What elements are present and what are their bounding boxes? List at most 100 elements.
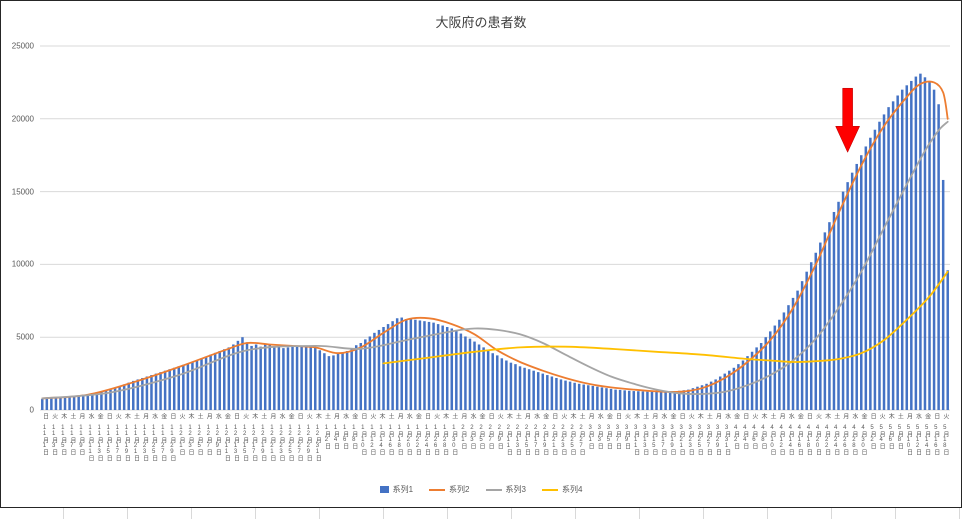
legend-line-marker (429, 488, 446, 491)
spreadsheet-cells-strip (0, 508, 962, 519)
line-series-3 (41, 120, 949, 400)
x-axis-tick: 日 5月2日 (868, 413, 877, 483)
x-axis-label: 金 2月5日 (478, 413, 485, 449)
x-axis-label: 水 4月14日 (787, 413, 794, 455)
x-axis-tick: 水 2月17日 (531, 413, 540, 483)
x-axis-tick: 金 5月14日 (922, 413, 931, 483)
x-axis-tick: 水 11月11日 (85, 413, 94, 483)
x-axis-label: 土 2月27日 (578, 413, 585, 455)
x-axis-label: 木 3月11日 (632, 413, 639, 455)
x-axis-tick: 土 12月5日 (195, 413, 204, 483)
x-axis-label: 日 11月29日 (168, 413, 175, 461)
x-axis-tick: 土 4月24日 (831, 413, 840, 483)
x-axis-tick: 木 2月11日 (504, 413, 513, 483)
bar-series (41, 73, 949, 411)
x-axis-tick: 木 12月31日 (313, 413, 322, 483)
x-axis-tick: 火 11月3日 (49, 413, 58, 483)
x-axis-label: 月 11月9日 (77, 413, 84, 455)
chart-title: 大阪府の患者数 (435, 15, 527, 30)
x-axis-label: 土 1月2日 (323, 413, 330, 449)
x-axis-tick: 土 1月2日 (322, 413, 331, 483)
x-axis-tick: 水 1月6日 (340, 413, 349, 483)
x-axis-tick: 金 12月25日 (286, 413, 295, 483)
x-axis-label: 日 3月7日 (614, 413, 621, 449)
x-axis-tick: 金 11月27日 (158, 413, 167, 483)
x-axis-tick: 水 4月28日 (849, 413, 858, 483)
x-axis-label: 金 4月16日 (796, 413, 803, 455)
x-axis-label: 木 2月25日 (568, 413, 575, 455)
x-axis-tick: 土 4月10日 (768, 413, 777, 483)
x-axis-tick: 木 3月11日 (631, 413, 640, 483)
x-axis-label: 月 4月26日 (841, 413, 848, 455)
x-axis-tick: 月 2月1日 (458, 413, 467, 483)
x-axis-tick: 水 11月25日 (149, 413, 158, 483)
x-axis-tick: 月 4月26日 (840, 413, 849, 483)
x-axis-label: 水 11月11日 (87, 413, 94, 461)
x-axis-label: 土 12月19日 (259, 413, 266, 461)
x-axis-tick: 木 5月6日 (886, 413, 895, 483)
x-axis-tick: 木 4月8日 (758, 413, 767, 483)
x-axis-label: 火 2月23日 (559, 413, 566, 455)
x-axis: 日 11月1日火 11月3日木 11月5日土 11月7日月 11月9日水 11月… (40, 413, 950, 483)
x-axis-tick: 土 2月27日 (577, 413, 586, 483)
x-axis-label: 月 2月15日 (523, 413, 530, 455)
x-axis-label: 木 11月19日 (123, 413, 130, 461)
x-axis-label: 水 1月20日 (405, 413, 412, 455)
x-axis-label: 水 3月31日 (723, 413, 730, 455)
x-axis-tick: 水 12月23日 (276, 413, 285, 483)
x-axis-tick: 月 3月15日 (649, 413, 658, 483)
x-axis-tick: 月 2月15日 (522, 413, 531, 483)
x-axis-label: 日 3月21日 (678, 413, 685, 455)
x-axis-label: 水 3月3日 (596, 413, 603, 449)
x-axis-tick: 木 12月3日 (186, 413, 195, 483)
x-axis-label: 月 5月10日 (905, 413, 912, 455)
x-axis-tick: 日 11月1日 (40, 413, 49, 483)
x-axis-tick: 日 2月7日 (486, 413, 495, 483)
x-axis-tick: 土 3月27日 (704, 413, 713, 483)
legend-item-2: 系列2 (429, 484, 470, 495)
x-axis-tick: 日 12月13日 (231, 413, 240, 483)
plot-area (40, 45, 950, 411)
x-axis-label: 日 2月7日 (487, 413, 494, 449)
x-axis-label: 木 12月3日 (187, 413, 194, 455)
x-axis-tick: 水 5月12日 (913, 413, 922, 483)
x-axis-tick: 水 4月14日 (786, 413, 795, 483)
x-axis-label: 水 5月12日 (914, 413, 921, 455)
x-axis-tick: 土 1月30日 (449, 413, 458, 483)
x-axis-label: 火 11月3日 (50, 413, 57, 455)
x-axis-label: 金 1月8日 (350, 413, 357, 449)
x-axis-tick: 火 2月9日 (495, 413, 504, 483)
x-axis-label: 月 1月4日 (332, 413, 339, 449)
x-axis-label: 水 11月25日 (150, 413, 157, 461)
x-axis-tick: 月 11月9日 (76, 413, 85, 483)
x-axis-tick: 月 1月4日 (331, 413, 340, 483)
x-axis-label: 木 12月31日 (314, 413, 321, 461)
x-axis-tick: 土 5月8日 (895, 413, 904, 483)
x-axis-tick: 月 12月21日 (267, 413, 276, 483)
x-axis-label: 水 2月17日 (532, 413, 539, 455)
x-axis-label: 水 2月3日 (468, 413, 475, 449)
legend-bar-marker (379, 486, 389, 493)
x-axis-tick: 火 2月23日 (558, 413, 567, 483)
x-axis-tick: 水 3月31日 (722, 413, 731, 483)
x-axis-tick: 日 11月15日 (104, 413, 113, 483)
legend-item-3: 系列3 (485, 484, 526, 495)
x-axis-label: 土 3月13日 (641, 413, 648, 455)
x-axis-tick: 土 3月13日 (640, 413, 649, 483)
x-axis-label: 木 4月22日 (823, 413, 830, 455)
x-axis-tick: 日 4月18日 (804, 413, 813, 483)
y-axis-label: 20000 (11, 114, 34, 124)
y-axis-label: 5000 (16, 332, 34, 342)
x-axis-label: 日 12月27日 (296, 413, 303, 461)
x-axis-label: 日 11月1日 (41, 413, 48, 455)
x-axis-label: 日 1月10日 (359, 413, 366, 455)
x-axis-label: 木 3月25日 (696, 413, 703, 455)
x-axis-label: 木 1月14日 (378, 413, 385, 455)
x-axis-label: 土 4月10日 (769, 413, 776, 455)
legend-label: 系列1 (392, 485, 414, 494)
legend: 系列1 系列2 系列3 系列4 (0, 484, 962, 495)
legend-line-marker (485, 488, 502, 491)
x-axis-tick: 日 1月24日 (422, 413, 431, 483)
x-axis-label: 火 2月9日 (496, 413, 503, 449)
y-axis-label: 15000 (11, 187, 34, 197)
